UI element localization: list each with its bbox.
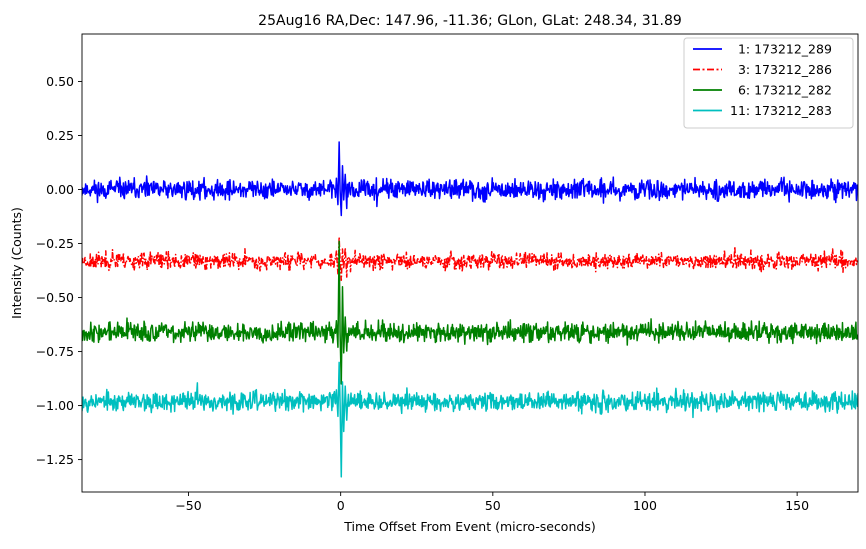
- x-tick-label: 0: [337, 498, 345, 513]
- y-tick-label: −0.50: [36, 290, 74, 305]
- y-tick-label: 0.50: [46, 74, 74, 89]
- legend-label: 6: 173212_282: [730, 83, 832, 98]
- legend-label: 11: 173212_283: [730, 103, 832, 118]
- series-line: [82, 240, 858, 385]
- x-tick-label: 100: [633, 498, 657, 513]
- plot-frame: [81, 33, 859, 493]
- series-line: [82, 236, 858, 282]
- y-tick-label: −1.00: [36, 398, 74, 413]
- y-tick-label: −0.25: [36, 236, 74, 251]
- y-tick-label: 0.25: [46, 128, 74, 143]
- y-tick-label: 0.00: [46, 182, 74, 197]
- y-axis-label: Intensity (Counts): [9, 207, 24, 319]
- x-axis-label: Time Offset From Event (micro-seconds): [343, 519, 595, 534]
- x-tick-label: −50: [175, 498, 201, 513]
- legend-frame: [683, 37, 854, 129]
- x-axis: −50 0 50 100 150: [175, 492, 809, 513]
- series-layer: [82, 141, 858, 478]
- legend-label: 3: 173212_286: [730, 62, 832, 77]
- legend-label: 1: 173212_289: [730, 42, 832, 57]
- y-tick-label: −0.75: [36, 344, 74, 359]
- series-line: [82, 361, 858, 478]
- chart-title: 25Aug16 RA,Dec: 147.96, -11.36; GLon, GL…: [258, 13, 682, 29]
- y-axis: 0.50 0.25 0.00 −0.25 −0.50 −0.75 −1.00 −1.25: [36, 74, 82, 467]
- series-line: [82, 141, 858, 217]
- x-tick-label: 50: [485, 498, 501, 513]
- y-tick-label: −1.25: [36, 452, 74, 467]
- x-tick-label: 150: [785, 498, 809, 513]
- legend: 1: 173212_289 3: 173212_286 6: 173212_28…: [683, 37, 854, 129]
